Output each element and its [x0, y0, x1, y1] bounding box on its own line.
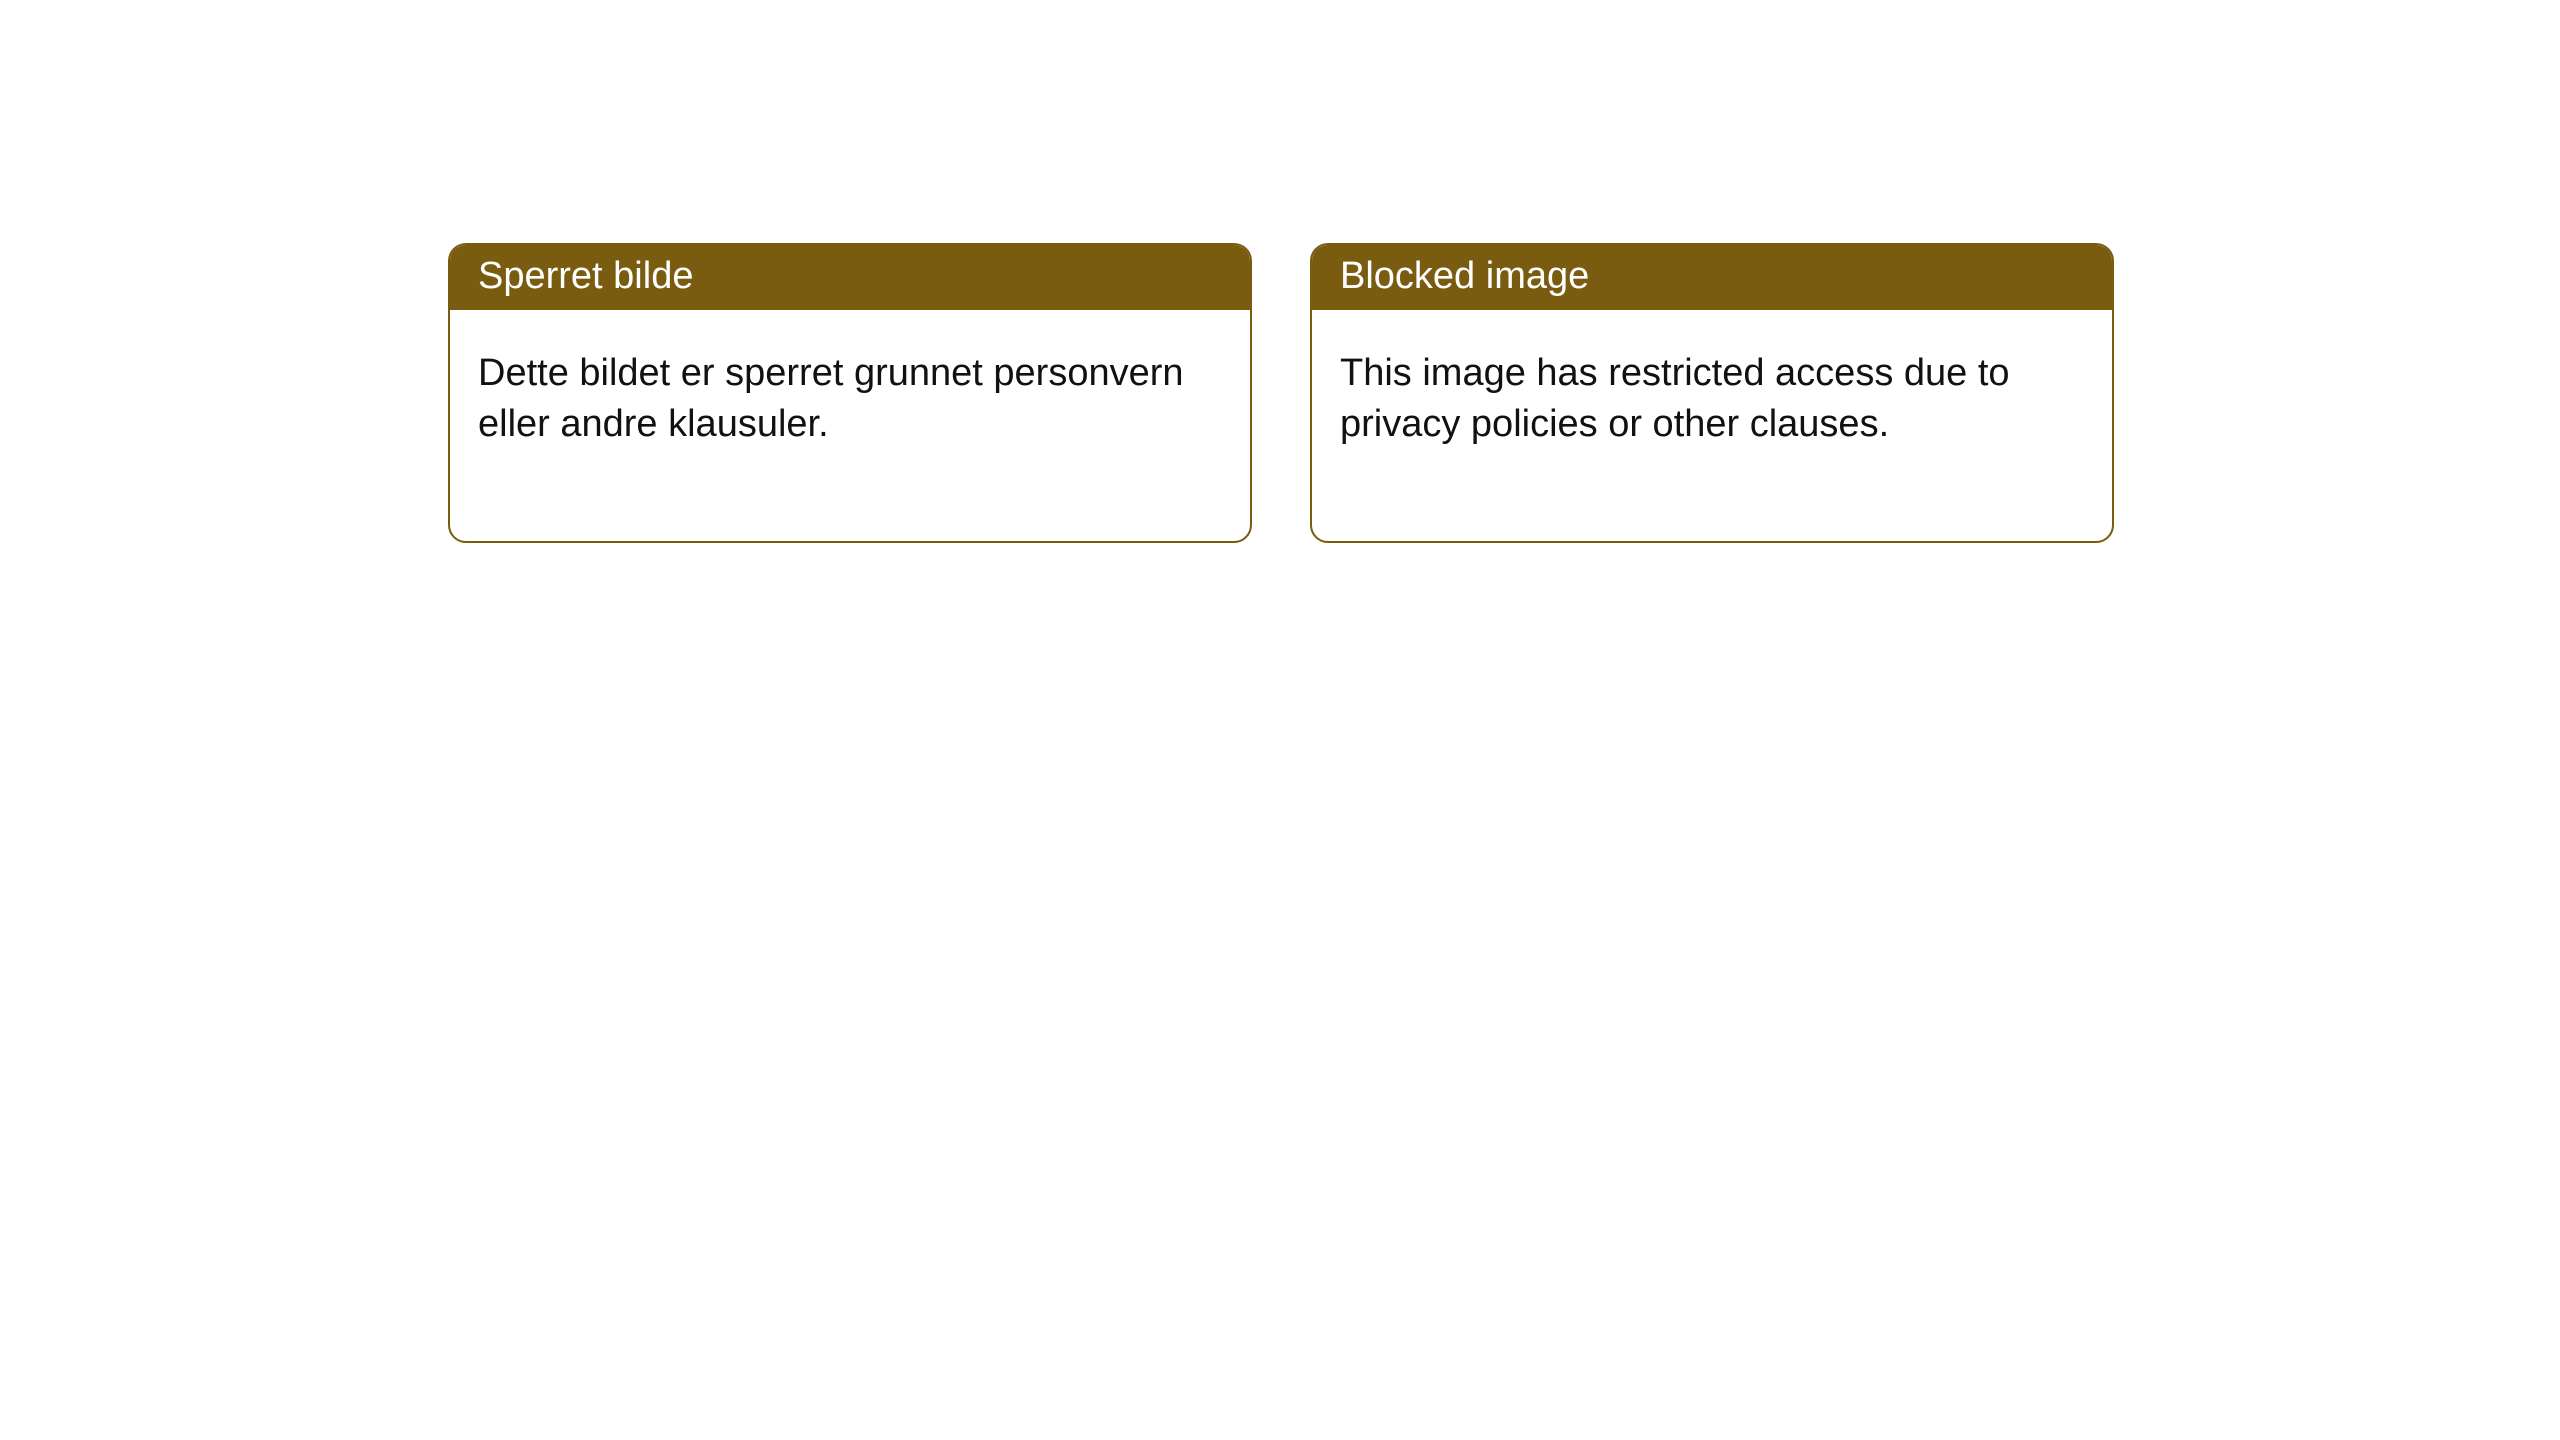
card-body: This image has restricted access due to …: [1312, 310, 2112, 541]
card-header: Blocked image: [1312, 245, 2112, 310]
notice-card-english: Blocked image This image has restricted …: [1310, 243, 2114, 543]
card-header: Sperret bilde: [450, 245, 1250, 310]
card-container: Sperret bilde Dette bildet er sperret gr…: [0, 0, 2560, 543]
card-body: Dette bildet er sperret grunnet personve…: [450, 310, 1250, 541]
notice-card-norwegian: Sperret bilde Dette bildet er sperret gr…: [448, 243, 1252, 543]
